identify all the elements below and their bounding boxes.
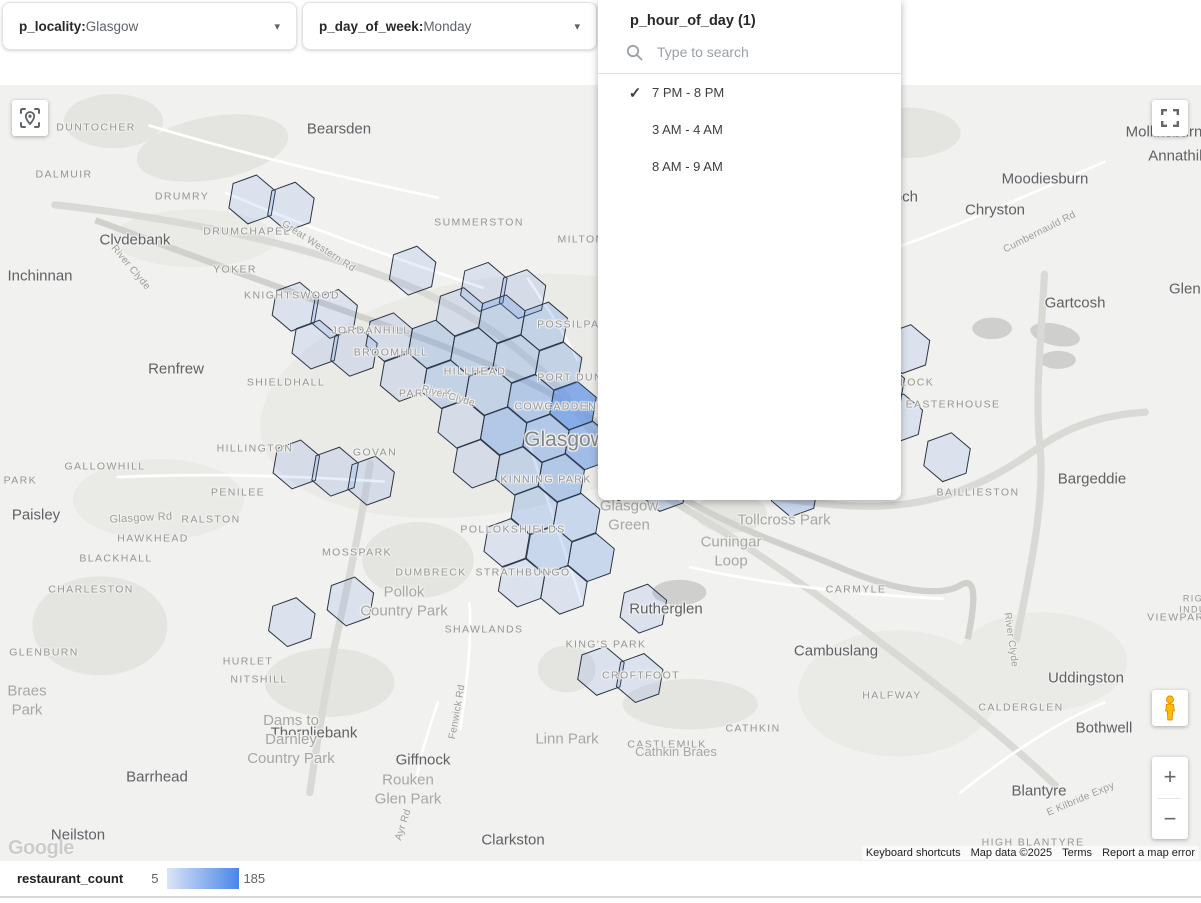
google-logo: Google bbox=[8, 837, 74, 859]
option-list: ✓ 7 PM - 8 PM 3 AM - 4 AM 8 AM - 9 AM bbox=[598, 74, 901, 185]
pan-to-location-button[interactable] bbox=[12, 100, 48, 136]
hexbin[interactable] bbox=[267, 181, 315, 232]
fullscreen-button[interactable] bbox=[1152, 100, 1188, 136]
hexbin[interactable] bbox=[310, 288, 358, 339]
hour-option[interactable]: ✓ 7 PM - 8 PM bbox=[598, 74, 901, 111]
hexbin[interactable] bbox=[388, 245, 437, 296]
legend-gradient bbox=[167, 868, 240, 889]
hour-of-day-filter-panel: p_hour_of_day (1) ✓ 7 PM - 8 PM 3 AM - 4 A… bbox=[598, 0, 901, 500]
legend-max-value: 185 bbox=[243, 871, 266, 886]
chevron-down-icon: ▾ bbox=[574, 20, 580, 33]
fullscreen-icon bbox=[1161, 109, 1179, 127]
hour-option-label: 3 AM - 4 AM bbox=[652, 122, 723, 137]
hexbin[interactable] bbox=[272, 439, 321, 490]
bottom-scroll-track[interactable] bbox=[0, 896, 1201, 898]
filter-day-value: Monday bbox=[423, 18, 472, 34]
filter-chip-day-of-week[interactable]: p_day_of_week Monday ▾ bbox=[302, 2, 597, 50]
filter-locality-value: Glasgow bbox=[85, 18, 139, 34]
hexbin[interactable] bbox=[615, 653, 664, 704]
filter-day-label: p_day_of_week bbox=[319, 19, 423, 34]
hexbin[interactable] bbox=[923, 432, 971, 483]
check-icon: ✓ bbox=[628, 84, 642, 102]
hexbin[interactable] bbox=[291, 319, 340, 370]
hexbin[interactable] bbox=[268, 597, 316, 648]
map-data-text: Map data ©2025 bbox=[970, 847, 1053, 859]
legend-bar: restaurant_count 5 185 bbox=[0, 861, 1201, 896]
zoom-divider bbox=[1158, 797, 1182, 799]
hexbin[interactable] bbox=[271, 281, 320, 332]
keyboard-shortcuts-link[interactable]: Keyboard shortcuts bbox=[865, 847, 961, 859]
hexbin[interactable] bbox=[619, 583, 668, 634]
search-input[interactable] bbox=[655, 43, 885, 61]
legend-min-value: 5 bbox=[151, 871, 159, 886]
hour-option[interactable]: 3 AM - 4 AM bbox=[598, 111, 901, 148]
hexbin[interactable] bbox=[326, 576, 375, 627]
pegman-icon bbox=[1165, 695, 1175, 721]
hexbin[interactable] bbox=[577, 645, 625, 696]
hexbin[interactable] bbox=[228, 174, 276, 225]
map-attribution: Keyboard shortcuts Map data ©2025 Terms … bbox=[861, 846, 1199, 860]
panel-search-row bbox=[598, 37, 901, 73]
hour-option-label: 8 AM - 9 AM bbox=[652, 159, 723, 174]
hour-option[interactable]: 8 AM - 9 AM bbox=[598, 148, 901, 185]
hexbin[interactable] bbox=[330, 326, 378, 377]
panel-title: p_hour_of_day (1) bbox=[630, 13, 756, 29]
report-map-error-link[interactable]: Report a map error bbox=[1102, 847, 1195, 859]
street-view-pegman-button[interactable] bbox=[1152, 690, 1188, 726]
legend-field-name: restaurant_count bbox=[17, 871, 124, 886]
zoom-in-button[interactable]: + bbox=[1163, 764, 1177, 790]
hour-option-label: 7 PM - 8 PM bbox=[652, 85, 725, 100]
hexbin[interactable] bbox=[498, 269, 547, 320]
filter-chip-locality[interactable]: p_locality Glasgow ▾ bbox=[2, 2, 297, 50]
hexbin[interactable] bbox=[540, 564, 588, 615]
hexbin[interactable] bbox=[311, 446, 359, 497]
hexbin[interactable] bbox=[347, 455, 395, 506]
panel-divider bbox=[598, 73, 901, 74]
location-viewfinder-icon bbox=[20, 108, 40, 128]
zoom-control: + − bbox=[1152, 757, 1188, 839]
filter-locality-label: p_locality bbox=[19, 19, 86, 34]
search-icon bbox=[626, 44, 643, 60]
chevron-down-icon: ▾ bbox=[274, 20, 280, 33]
terms-link[interactable]: Terms bbox=[1062, 847, 1093, 859]
zoom-out-button[interactable]: − bbox=[1163, 805, 1177, 831]
